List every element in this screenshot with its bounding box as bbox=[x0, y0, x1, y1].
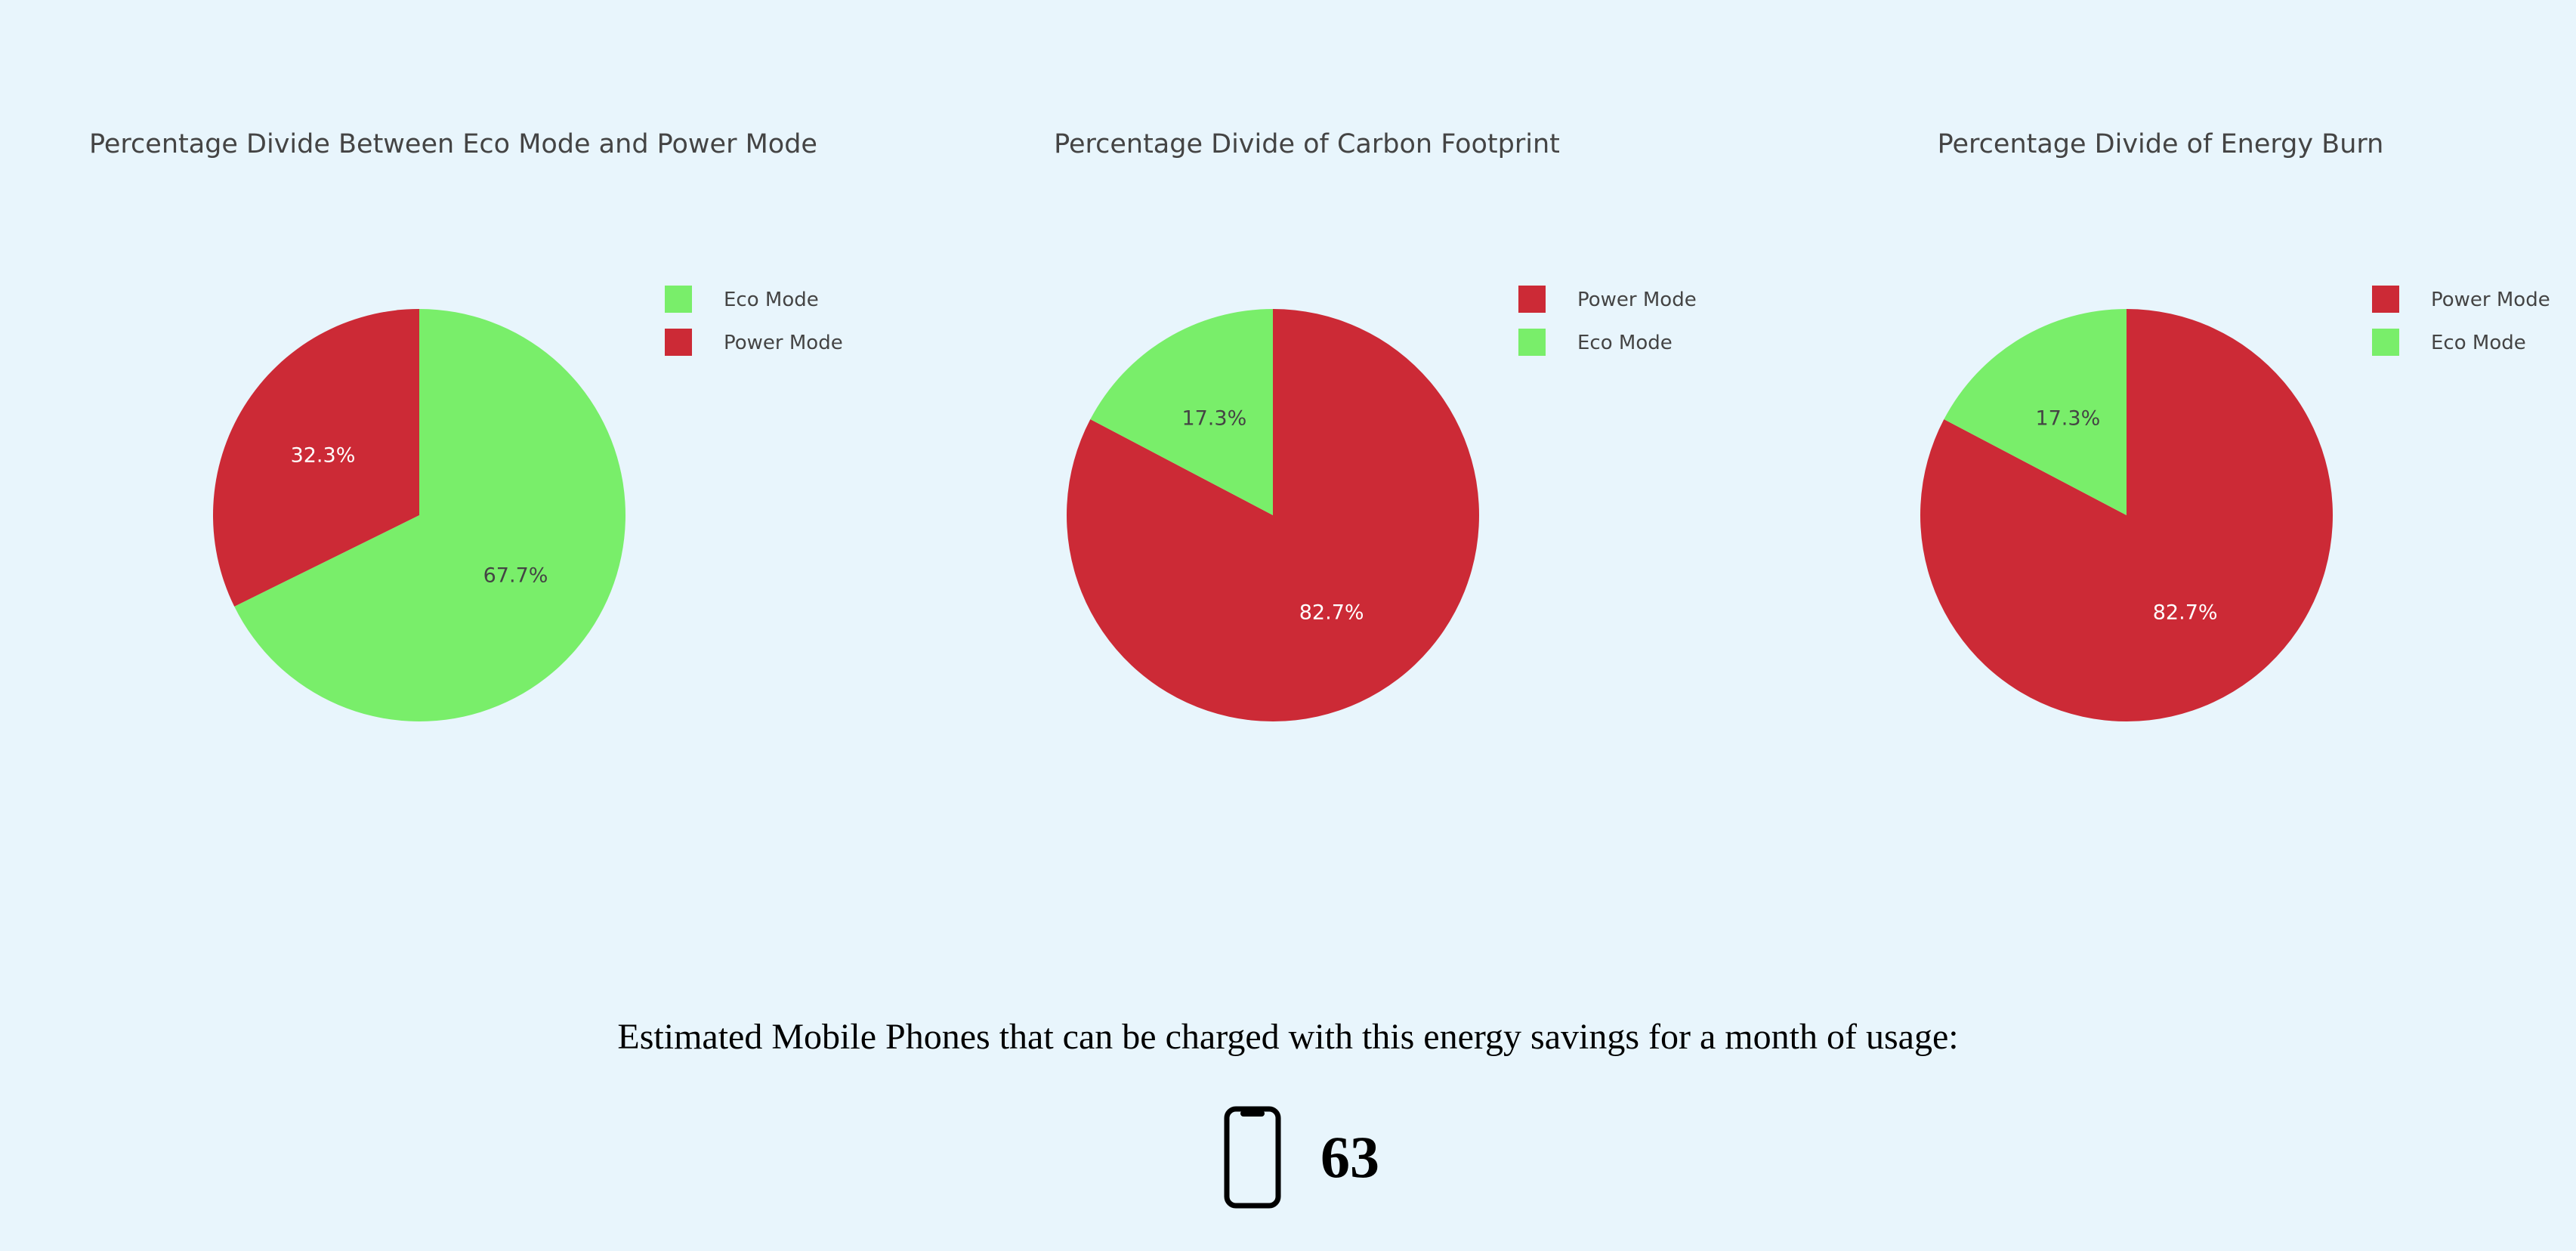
legend-label-eco-mode[interactable]: Eco Mode bbox=[724, 289, 819, 311]
pie-slice-eco-mode[interactable] bbox=[1944, 309, 2127, 515]
phones-count: 63 bbox=[1320, 1124, 1379, 1190]
pie-slice-label: 82.7% bbox=[2153, 601, 2218, 625]
legend-swatch-power-mode[interactable] bbox=[665, 329, 692, 356]
phones-estimate: 63 bbox=[1224, 1104, 1379, 1210]
legend-label-power-mode[interactable]: Power Mode bbox=[724, 332, 843, 354]
legend-swatch-eco-mode[interactable] bbox=[2372, 329, 2399, 356]
pie-slice-label: 82.7% bbox=[1299, 601, 1364, 625]
legend-label-power-mode[interactable]: Power Mode bbox=[1577, 289, 1697, 311]
phones-estimate-caption: Estimated Mobile Phones that can be char… bbox=[617, 1017, 1959, 1057]
pie-slice-eco-mode[interactable] bbox=[234, 309, 625, 722]
legend-label-power-mode[interactable]: Power Mode bbox=[2431, 289, 2550, 311]
pie-chart-canvas: Percentage Divide of Energy Burn 82.7% 17.… bbox=[1920, 129, 2550, 721]
pie-chart-energy-burn: Percentage Divide of Energy Burn 82.7% 17.… bbox=[1707, 0, 2561, 755]
pie-slice-label: 32.3% bbox=[291, 444, 356, 468]
mobile-phone-icon bbox=[1224, 1106, 1281, 1209]
pie-chart-canvas: Percentage Divide of Carbon Footprint 82.… bbox=[1054, 129, 1697, 721]
pie-slice-label: 17.3% bbox=[2035, 406, 2100, 430]
pie-slice-eco-mode[interactable] bbox=[1090, 309, 1273, 515]
legend-swatch-eco-mode[interactable] bbox=[1518, 329, 1546, 356]
legend-swatch-power-mode[interactable] bbox=[1518, 286, 1546, 313]
legend-swatch-power-mode[interactable] bbox=[2372, 286, 2399, 313]
pie-slice-power-mode[interactable] bbox=[213, 309, 419, 607]
legend-swatch-eco-mode[interactable] bbox=[665, 286, 692, 313]
chart-title: Percentage Divide of Energy Burn bbox=[1938, 129, 2384, 159]
chart-title: Percentage Divide Between Eco Mode and P… bbox=[89, 129, 817, 159]
pie-slice-label: 67.7% bbox=[483, 564, 548, 587]
legend-label-eco-mode[interactable]: Eco Mode bbox=[1577, 332, 1673, 354]
pie-slice-label: 17.3% bbox=[1181, 406, 1246, 430]
pie-chart-canvas: Percentage Divide Between Eco Mode and P… bbox=[89, 129, 843, 722]
pie-chart-eco-vs-power: Percentage Divide Between Eco Mode and P… bbox=[0, 0, 854, 755]
chart-title: Percentage Divide of Carbon Footprint bbox=[1054, 129, 1560, 159]
legend-label-eco-mode[interactable]: Eco Mode bbox=[2431, 332, 2526, 354]
pie-chart-carbon-footprint: Percentage Divide of Carbon Footprint 82.… bbox=[854, 0, 1707, 755]
